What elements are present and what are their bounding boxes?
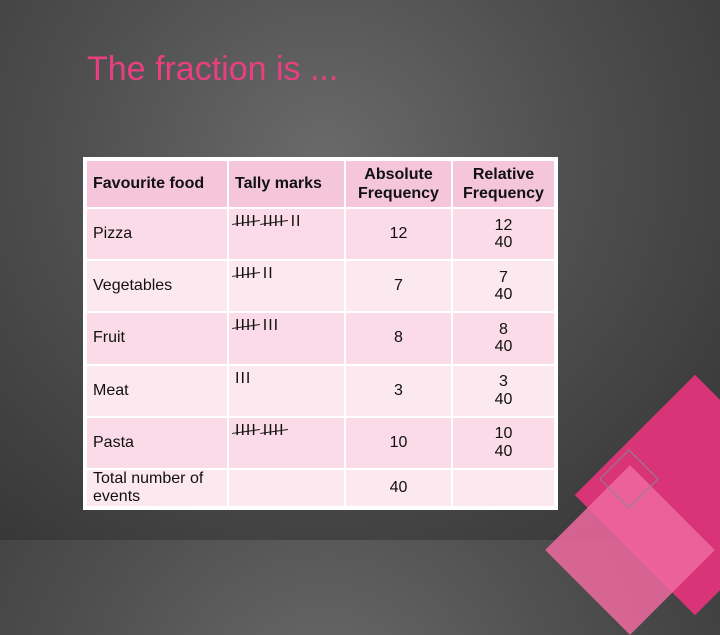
total-relative-cell xyxy=(453,470,554,506)
tally-strike-line xyxy=(259,428,288,434)
table-header-row: Favourite food Tally marks Absolute Freq… xyxy=(87,161,554,207)
fraction-denominator: 40 xyxy=(494,234,513,252)
relative-frequency-cell: 10 40 xyxy=(453,417,554,468)
table-row: Fruit IIII III 8 8 40 xyxy=(87,313,554,364)
absolute-frequency-cell: 3 xyxy=(346,365,451,416)
fraction-numerator: 8 xyxy=(499,320,508,338)
relative-frequency-cell: 3 40 xyxy=(453,365,554,416)
total-label: Total number of events xyxy=(87,470,227,506)
tally-cell: III xyxy=(229,365,344,416)
fraction-numerator: 3 xyxy=(499,373,508,391)
tally-strike-line xyxy=(232,428,260,434)
relative-frequency-cell: 8 40 xyxy=(453,313,554,364)
absolute-frequency-cell: 10 xyxy=(346,417,451,468)
tally-group-of-five: IIII xyxy=(232,317,260,335)
tally-group-of-five: IIII xyxy=(232,422,260,440)
food-cell: Fruit xyxy=(87,313,227,364)
fraction-denominator: 40 xyxy=(494,442,513,460)
relative-frequency-cell: 7 40 xyxy=(453,261,554,312)
header-favourite-food: Favourite food xyxy=(87,161,227,207)
header-absolute-line2: Frequency xyxy=(358,185,439,202)
table-row: Meat III 3 3 40 xyxy=(87,365,554,416)
absolute-frequency-cell: 8 xyxy=(346,313,451,364)
total-row: Total number of events 40 xyxy=(87,470,554,506)
total-absolute: 40 xyxy=(346,470,451,506)
tally-group-of-five: IIII xyxy=(259,422,288,440)
tally-remainder: III xyxy=(262,317,280,335)
table-row: Pizza IIII IIII II 12 12 40 xyxy=(87,209,554,260)
food-cell: Pizza xyxy=(87,209,227,260)
fraction-numerator: 12 xyxy=(494,216,513,234)
table-row: Pasta IIII IIII 10 10 40 xyxy=(87,417,554,468)
fraction-denominator: 40 xyxy=(494,390,513,408)
relative-frequency-cell: 12 40 xyxy=(453,209,554,260)
header-relative-line2: Frequency xyxy=(463,185,544,202)
frequency-table: Favourite food Tally marks Absolute Freq… xyxy=(85,159,556,508)
tally-strike-line xyxy=(232,220,260,225)
total-tally-cell xyxy=(229,470,344,506)
food-cell: Pasta xyxy=(87,417,227,468)
tally-group-of-five: IIII xyxy=(232,265,260,283)
frequency-table-container: Favourite food Tally marks Absolute Freq… xyxy=(83,157,558,510)
header-absolute-frequency: Absolute Frequency xyxy=(346,161,451,207)
tally-cell: IIII IIII II xyxy=(229,209,344,260)
fraction-numerator: 7 xyxy=(499,268,508,286)
tally-group-of-five: IIII xyxy=(259,213,288,231)
tally-cell: IIII III xyxy=(229,313,344,364)
food-cell: Vegetables xyxy=(87,261,227,312)
header-absolute-line1: Absolute xyxy=(364,165,433,183)
tally-cell: IIII IIII xyxy=(229,417,344,468)
slide-title: The fraction is ... xyxy=(87,50,339,88)
tally-remainder: II xyxy=(262,265,274,283)
absolute-frequency-cell: 12 xyxy=(346,209,451,260)
fraction-denominator: 40 xyxy=(494,338,513,356)
fraction-denominator: 40 xyxy=(494,286,513,304)
tally-strike-line xyxy=(259,220,288,225)
food-cell: Meat xyxy=(87,365,227,416)
table-row: Vegetables IIII II 7 7 40 xyxy=(87,261,554,312)
tally-remainder: III xyxy=(235,369,252,387)
header-tally-marks: Tally marks xyxy=(229,161,344,207)
tally-strike-line xyxy=(232,324,260,330)
tally-remainder: II xyxy=(290,213,302,230)
header-relative-frequency: Relative Frequency xyxy=(453,161,554,207)
fraction-numerator: 10 xyxy=(494,425,513,443)
header-relative-line1: Relative xyxy=(472,165,535,183)
tally-group-of-five: IIII xyxy=(232,213,260,231)
tally-strike-line xyxy=(232,272,260,278)
absolute-frequency-cell: 7 xyxy=(346,261,451,312)
tally-cell: IIII II xyxy=(229,261,344,312)
